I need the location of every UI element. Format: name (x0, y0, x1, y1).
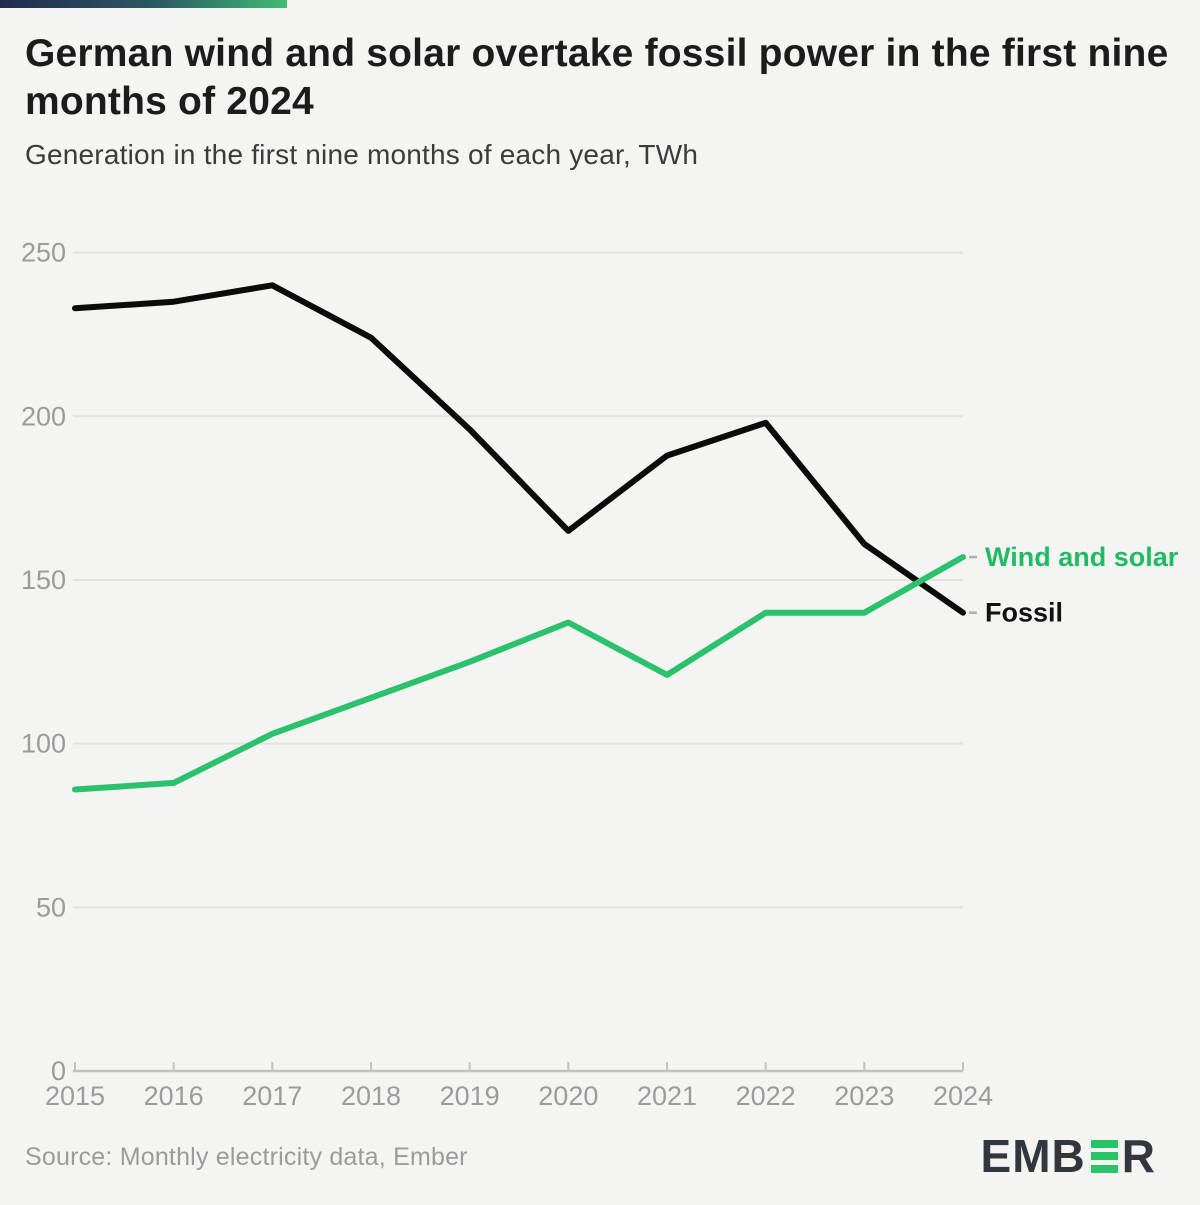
fossil-line (72, 282, 966, 616)
title-line-1: German wind and solar overtake fossil po… (25, 32, 1169, 75)
x-tick-label-2018: 2018 (341, 1081, 401, 1111)
source-note: Source: Monthly electricity data, Ember (25, 1143, 468, 1171)
ember-logo: EMB R (981, 1133, 1156, 1179)
y-tick-label-250: 250 (21, 238, 66, 268)
y-tick-label-200: 200 (21, 401, 66, 431)
ember-logo-prefix: EMB (980, 1130, 1086, 1182)
x-tick-label-2021: 2021 (637, 1081, 697, 1111)
y-tick-label-50: 50 (36, 892, 66, 922)
brand-gradient-bar (0, 0, 287, 8)
series-label-wind-and-solar: Wind and solar (985, 542, 1179, 572)
x-tick-label-2019: 2019 (440, 1081, 500, 1111)
x-tick-label-2023: 2023 (834, 1081, 894, 1111)
x-tick-label-2017: 2017 (242, 1081, 302, 1111)
title-line-2: months of 2024 (25, 79, 314, 123)
y-tick-label-150: 150 (21, 565, 66, 595)
x-tick-label-2016: 2016 (144, 1081, 204, 1111)
x-tick-label-2020: 2020 (538, 1081, 598, 1111)
page-title: German wind and solar overtake fossil po… (25, 30, 1175, 126)
x-tick-label-2022: 2022 (736, 1081, 796, 1111)
ember-logo-suffix: R (1121, 1130, 1156, 1182)
series-label-fossil: Fossil (985, 598, 1063, 628)
chart-subtitle: Generation in the first nine months of e… (25, 139, 699, 170)
y-tick-label-0: 0 (51, 1056, 66, 1086)
x-tick-label-2015: 2015 (45, 1081, 105, 1111)
x-tick-label-2024: 2024 (933, 1081, 993, 1111)
y-tick-label-100: 100 (21, 729, 66, 759)
ember-logo-green-e-icon (1090, 1139, 1118, 1173)
wind-and-solar-line (72, 554, 966, 793)
